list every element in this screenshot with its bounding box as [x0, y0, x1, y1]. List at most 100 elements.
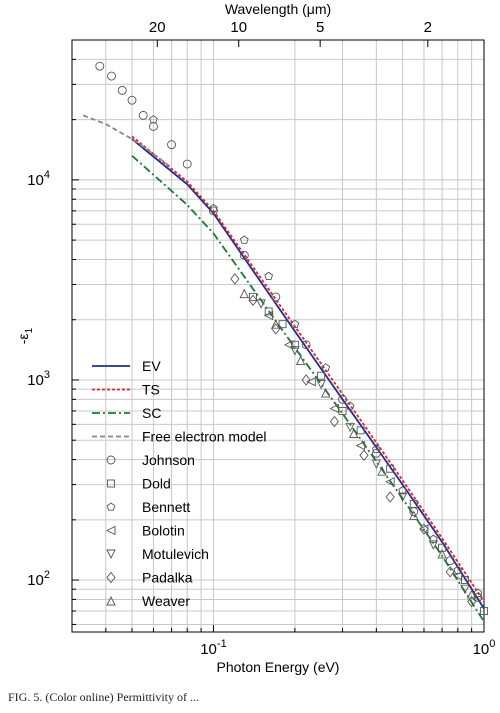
marker-motulevich [345, 422, 355, 433]
marker-johnson [338, 394, 347, 404]
marker-bolotin [452, 571, 463, 581]
marker-bennett [398, 486, 407, 495]
y-tick-label-base: 10 [27, 172, 44, 189]
legend-label-bennett: Bennett [142, 499, 190, 515]
x-tick-label-exp: -1 [217, 638, 227, 650]
marker-padalka [467, 595, 477, 608]
marker-motulevich [290, 346, 300, 356]
legend-label-dold: Dold [142, 476, 171, 492]
x-tick-label: 100 [473, 638, 496, 658]
grid [71, 39, 485, 632]
marker-motulevich [460, 584, 470, 595]
legend-label-bolotin: Bolotin [142, 523, 185, 539]
marker-padalka [248, 294, 258, 307]
marker-bolotin [329, 403, 339, 414]
marker-dold [278, 320, 287, 329]
legend-label-johnson: Johnson [142, 452, 195, 468]
marker-bennett [290, 319, 300, 328]
marker-dold [290, 340, 299, 349]
marker-bolotin [355, 440, 366, 451]
marker-bennett [209, 203, 218, 213]
marker-bennett [372, 444, 381, 454]
marker-bolotin [306, 376, 316, 387]
marker-dold [386, 464, 395, 473]
x-tick-label: 10-1 [200, 638, 226, 658]
marker-padalka [359, 449, 369, 462]
series-line-free-electron-model [82, 114, 173, 169]
marker-padalka [301, 374, 311, 386]
y-tick-label: 104 [27, 169, 50, 189]
marker-dold [338, 406, 347, 415]
y-axis-label-sub: 1 [24, 327, 35, 333]
legend-marker-motulevich [106, 549, 116, 560]
marker-dold [317, 371, 326, 380]
marker-weaver [409, 510, 419, 521]
legend-marker-dold [107, 479, 115, 488]
marker-johnson [473, 592, 483, 602]
marker-weaver [271, 319, 281, 329]
legend-label-sc: SC [142, 405, 161, 421]
top-axis-label: Wavelength (μm) [225, 1, 331, 17]
marker-johnson [301, 340, 311, 350]
marker-johnson [127, 95, 137, 105]
marker-weaver [437, 548, 447, 559]
y-tick-label-exp: 4 [44, 169, 50, 181]
marker-johnson [117, 85, 127, 95]
marker-johnson [182, 159, 192, 169]
marker-johnson [167, 140, 177, 150]
legend-marker-padalka [106, 571, 116, 584]
y-tick-label-base: 10 [27, 372, 44, 389]
marker-weaver [377, 466, 387, 476]
marker-motulevich [428, 540, 439, 550]
marker-bennett [429, 534, 438, 543]
marker-weaver [295, 355, 306, 366]
figure-caption: FIG. 5. (Color online) Permittivity of .… [8, 690, 199, 704]
marker-padalka [419, 523, 429, 535]
y-axis-label-main: -ε [15, 333, 31, 344]
marker-johnson [107, 71, 116, 81]
series-line-ts [131, 135, 485, 603]
marker-padalka [230, 273, 240, 285]
marker-dold [438, 543, 447, 552]
marker-bennett [321, 363, 331, 372]
legend-label-weaver: Weaver [142, 593, 190, 609]
marker-motulevich [397, 492, 408, 503]
y-tick-label: 102 [27, 569, 50, 589]
marker-weaver [320, 388, 331, 398]
top-tick-label: 2 [424, 19, 432, 36]
x-axis-label: Photon Energy (eV) [217, 659, 340, 675]
marker-dold [249, 292, 257, 301]
marker-motulevich [316, 379, 326, 390]
legend-label-free-electron-model: Free electron model [142, 429, 267, 445]
legend-marker-weaver [106, 595, 116, 606]
marker-bennett [345, 401, 355, 410]
legend-label-ev: EV [142, 358, 161, 374]
marker-bennett [473, 588, 483, 597]
x-tick-label-base: 10 [200, 641, 217, 658]
marker-padalka [385, 491, 395, 503]
top-tick-label: 10 [230, 19, 247, 36]
marker-johnson [209, 206, 218, 216]
marker-dold [409, 500, 418, 508]
marker-motulevich [371, 459, 382, 470]
legend-label-motulevich: Motulevich [142, 546, 209, 562]
series-line-ev [131, 138, 485, 610]
legend-marker-johnson [106, 455, 116, 465]
y-axis-label: -ε1 [15, 327, 35, 344]
y-tick-label: 103 [27, 369, 50, 389]
x-tick-label-exp: 0 [489, 638, 495, 650]
y-tick-label-exp: 3 [44, 369, 50, 381]
marker-padalka [445, 566, 455, 578]
marker-dold [480, 607, 488, 615]
marker-johnson [271, 292, 281, 302]
y-tick-label-exp: 2 [44, 569, 50, 581]
marker-dold [356, 426, 365, 435]
legend: EV TS SC Free electron model Johnson Dold Benn… [92, 358, 267, 609]
marker-padalka [329, 415, 340, 428]
marker-bennett [264, 271, 274, 280]
marker-weaver [466, 589, 477, 599]
top-tick-label: 5 [316, 19, 324, 36]
marker-johnson [138, 110, 148, 120]
x-tick-label-base: 10 [473, 641, 490, 658]
